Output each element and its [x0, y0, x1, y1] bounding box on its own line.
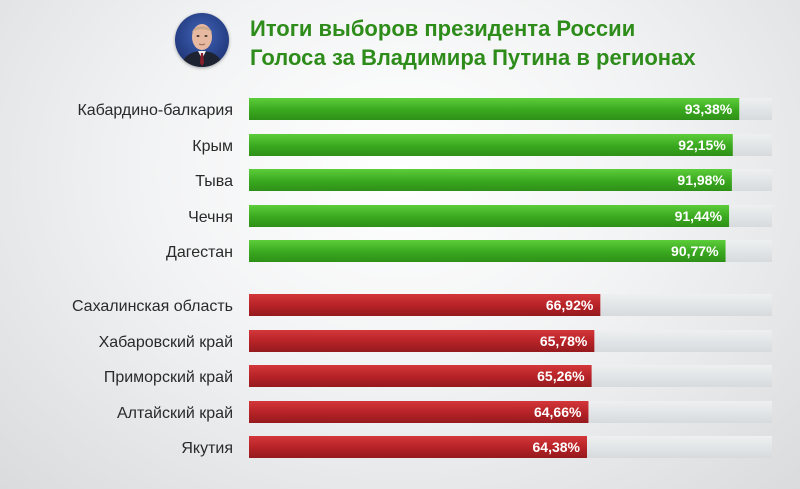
value-label: 91,98%: [677, 172, 725, 188]
region-label: Алтайский край: [117, 405, 233, 422]
value-label: 65,78%: [540, 333, 588, 349]
value-label: 65,26%: [537, 368, 585, 384]
value-label: 90,77%: [671, 243, 719, 259]
bar-row: Кабардино-балкария 93,38%: [77, 98, 772, 120]
title-line-1: Итоги выборов президента России: [250, 16, 636, 41]
bar: [249, 436, 587, 458]
value-label: 91,44%: [675, 208, 723, 224]
chart-title: Итоги выборов президента России Голоса з…: [250, 14, 696, 72]
bar: [249, 240, 726, 262]
value-label: 93,38%: [685, 101, 733, 117]
region-label: Кабардино-балкария: [77, 102, 233, 119]
bar: [249, 134, 733, 156]
value-label: 64,38%: [533, 439, 581, 455]
bar: [249, 401, 589, 423]
region-label: Приморский край: [104, 369, 233, 386]
bar-row: Приморский край 65,26%: [104, 365, 772, 387]
bar: [249, 294, 601, 316]
bar: [249, 365, 592, 387]
region-label: Дагестан: [166, 244, 233, 261]
bar: [249, 169, 732, 191]
region-label: Сахалинская область: [72, 298, 233, 315]
portrait-icon: [175, 13, 229, 67]
header: Итоги выборов президента России Голоса з…: [0, 0, 800, 90]
bar-row: Чечня 91,44%: [188, 205, 772, 227]
region-label: Якутия: [181, 440, 233, 457]
region-label: Тыва: [195, 173, 233, 190]
bar: [249, 205, 730, 227]
bar-row: Якутия 64,38%: [181, 436, 772, 458]
bar-row: Алтайский край 64,66%: [117, 401, 772, 423]
value-label: 66,92%: [546, 297, 594, 313]
region-label: Чечня: [188, 209, 233, 226]
bar-row: Сахалинская область 66,92%: [72, 294, 772, 316]
bar-row: Хабаровский край 65,78%: [99, 330, 772, 352]
bar-row: Крым 92,15%: [192, 134, 772, 156]
bar-row: Дагестан 90,77%: [166, 240, 772, 262]
value-label: 92,15%: [678, 137, 726, 153]
bar: [249, 98, 740, 120]
bar-row: Тыва 91,98%: [195, 169, 772, 191]
title-line-2: Голоса за Владимира Путина в регионах: [250, 45, 696, 70]
region-label: Хабаровский край: [99, 334, 233, 351]
value-label: 64,66%: [534, 404, 582, 420]
bar: [249, 330, 595, 352]
region-label: Крым: [192, 138, 233, 155]
